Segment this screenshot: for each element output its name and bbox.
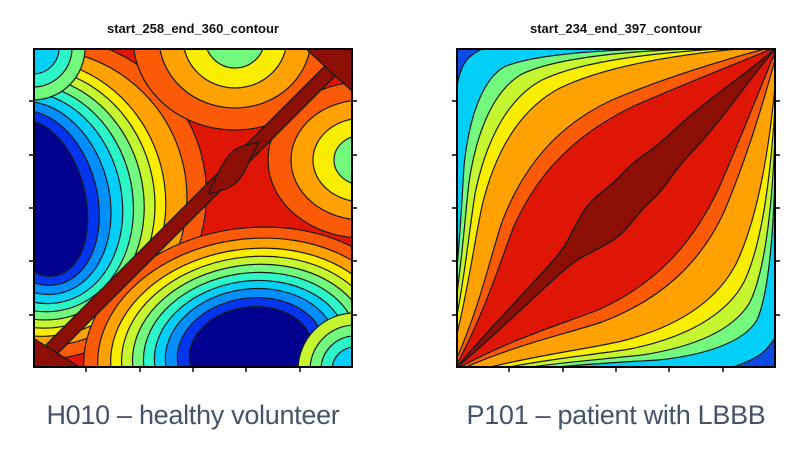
panel-patient-lbbb: start_234_end_397_contour P101 – patient… xyxy=(452,21,780,430)
caption-left: H010 – healthy volunteer xyxy=(46,400,340,430)
panel-healthy-volunteer: start_258_end_360_contour H010 – healthy… xyxy=(29,21,357,430)
plot-title-left: start_258_end_360_contour xyxy=(107,21,279,36)
caption-right: P101 – patient with LBBB xyxy=(466,400,766,430)
plot-title-right: start_234_end_397_contour xyxy=(530,21,702,36)
contour-plot-right xyxy=(452,48,780,372)
contour-plot-left xyxy=(29,48,357,372)
